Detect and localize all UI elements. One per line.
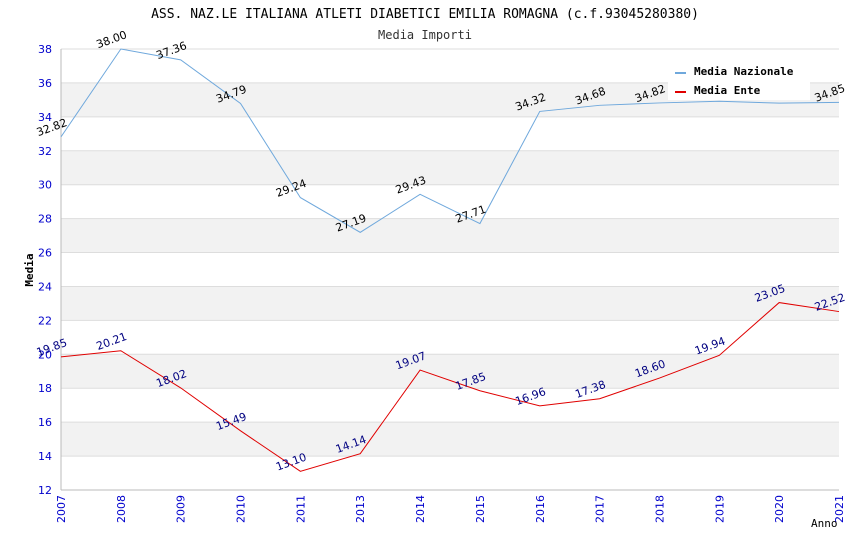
x-tick-label: 2011: [294, 495, 307, 523]
data-label-media-nazionale: 38.00: [95, 28, 129, 51]
x-tick-label: 2013: [354, 495, 367, 523]
y-tick-label: 12: [38, 484, 52, 497]
background-band: [61, 422, 839, 457]
y-tick-label: 16: [38, 416, 52, 429]
x-tick-label: 2009: [175, 495, 188, 523]
chart-subtitle: Media Importi: [378, 28, 472, 42]
x-tick-label: 2015: [474, 495, 487, 523]
gridlines: [61, 48, 839, 491]
y-tick-label: 24: [38, 280, 52, 293]
chart-title: ASS. NAZ.LE ITALIANA ATLETI DIABETICI EM…: [151, 7, 699, 22]
series-lines: [60, 48, 840, 472]
x-tick-label: 2018: [653, 495, 666, 523]
x-tick-label: 2016: [534, 495, 547, 523]
y-tick-labels: 12 14 16 18 20 22 24 26 28 30 32 34 36 38: [38, 43, 52, 497]
x-tick-labels: 2007 2008 2009 2010 2011 2013 2014 2015 2016 2017…: [55, 495, 846, 523]
y-tick-label: 18: [38, 382, 52, 395]
background-band: [61, 150, 839, 185]
x-axis-title: Anno: [811, 517, 838, 530]
y-tick-label: 38: [38, 43, 52, 56]
background-band: [61, 354, 839, 389]
y-tick-label: 14: [38, 450, 52, 463]
x-tick-label: 2017: [594, 495, 607, 523]
y-tick-label: 20: [38, 348, 52, 361]
x-tick-label: 2008: [115, 495, 128, 523]
legend-label-media-nazionale: Media Nazionale: [694, 65, 794, 78]
y-tick-label: 34: [38, 111, 52, 124]
data-label-media-ente: 20.21: [95, 330, 129, 353]
y-tick-label: 28: [38, 213, 52, 226]
y-tick-label: 36: [38, 77, 52, 90]
y-axis-title: Media: [23, 253, 36, 286]
y-tick-label: 30: [38, 179, 52, 192]
x-tick-label: 2010: [235, 495, 248, 523]
y-tick-label: 22: [38, 314, 52, 327]
background-band: [61, 218, 839, 253]
y-tick-label: 26: [38, 247, 52, 260]
background-bands: [61, 82, 839, 457]
x-tick-label: 2007: [55, 495, 68, 523]
y-tick-label: 32: [38, 145, 52, 158]
series-line-media-ente: [60, 302, 840, 472]
legend-label-media-ente: Media Ente: [694, 84, 761, 97]
x-tick-label: 2020: [773, 495, 786, 523]
x-tick-label: 2019: [713, 495, 726, 523]
background-band: [61, 286, 839, 321]
series-line-media-nazionale: [60, 48, 840, 233]
x-tick-label: 2014: [414, 495, 427, 523]
legend-background: [668, 62, 810, 100]
legend: Media Nazionale Media Ente: [668, 62, 810, 100]
x-tick-label: 2021: [833, 495, 846, 523]
